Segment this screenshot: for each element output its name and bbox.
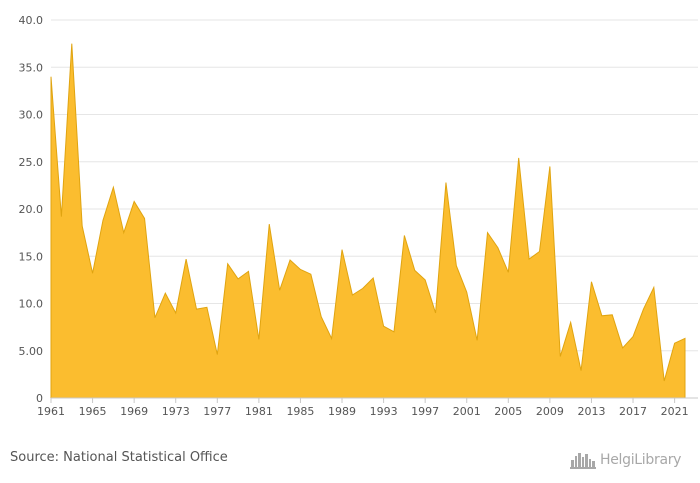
y-tick-label: 5.00 — [19, 345, 44, 358]
gridlines — [51, 19, 698, 352]
x-tick-labels: 1961 1965 1969 1973 1977 1981 1985 1989 1993 1997… — [37, 398, 689, 418]
x-tick-label: 2013 — [577, 405, 605, 418]
x-tick-label: 1981 — [245, 405, 273, 418]
x-tick-label: 1997 — [411, 405, 439, 418]
x-tick-label: 2005 — [494, 405, 522, 418]
area-series — [50, 43, 686, 399]
y-tick-label: 25.0 — [19, 156, 44, 169]
x-tick-label: 1961 — [37, 405, 65, 418]
x-tick-label: 1993 — [370, 405, 398, 418]
x-tick-label: 1977 — [203, 405, 231, 418]
brand-logo: HelgiLibrary — [570, 448, 695, 472]
y-tick-labels: 0 5.00 10.0 15.0 20.0 25.0 30.0 35.0 40.0 — [19, 14, 44, 405]
area-fill — [50, 43, 686, 399]
brand-name: HelgiLibrary — [600, 452, 682, 468]
y-tick-label: 15.0 — [19, 250, 44, 263]
x-tick-label: 1989 — [328, 405, 356, 418]
x-tick-label: 1969 — [120, 405, 148, 418]
x-tick-label: 1973 — [162, 405, 190, 418]
y-tick-label: 0 — [36, 392, 43, 405]
x-tick-label: 2021 — [661, 405, 689, 418]
x-tick-label: 1965 — [79, 405, 107, 418]
y-tick-label: 30.0 — [19, 109, 44, 122]
x-tick-label: 2009 — [536, 405, 564, 418]
y-tick-label: 35.0 — [19, 61, 44, 74]
x-tick-label: 1985 — [286, 405, 314, 418]
x-tick-label: 2001 — [453, 405, 481, 418]
y-tick-label: 10.0 — [19, 298, 44, 311]
x-tick-label: 2017 — [619, 405, 647, 418]
y-tick-label: 20.0 — [19, 203, 44, 216]
y-tick-label: 40.0 — [19, 14, 44, 27]
source-note: Source: National Statistical Office — [10, 450, 228, 465]
skyline-logo-icon — [570, 451, 596, 469]
